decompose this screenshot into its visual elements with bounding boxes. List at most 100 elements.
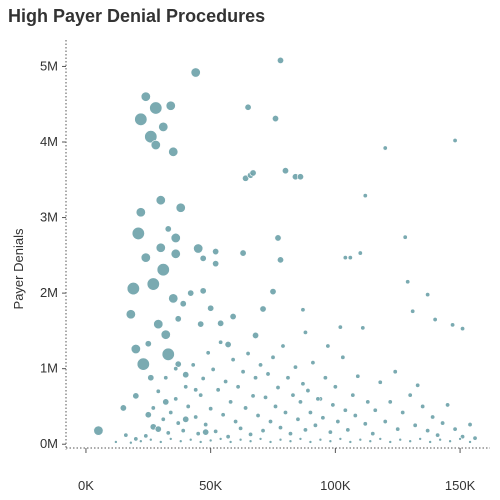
scatter-point <box>182 415 190 423</box>
scatter-point <box>158 440 163 444</box>
scatter-point <box>133 436 139 442</box>
scatter-point <box>215 387 221 393</box>
scatter-point <box>160 416 166 422</box>
scatter-point <box>337 324 343 330</box>
scatter-point <box>218 339 224 345</box>
scatter-point <box>285 375 291 381</box>
scatter-point <box>372 407 378 413</box>
scatter-point <box>440 420 446 426</box>
scatter-point <box>143 433 149 439</box>
scatter-point <box>238 437 243 442</box>
scatter-point <box>265 371 271 377</box>
scatter-point <box>259 305 267 313</box>
scatter-point <box>114 440 118 444</box>
scatter-point <box>223 379 229 385</box>
scatter-point <box>408 439 412 444</box>
scatter-point <box>335 419 341 425</box>
scatter-point <box>193 243 204 254</box>
scatter-point <box>126 282 140 296</box>
y-tick-label: 2M <box>40 285 58 300</box>
scatter-point <box>213 428 219 434</box>
scatter-point <box>125 309 136 320</box>
scatter-point <box>382 419 388 425</box>
scatter-point <box>178 439 183 444</box>
scatter-point <box>165 100 176 111</box>
scatter-point <box>93 425 104 436</box>
scatter-point <box>207 304 215 312</box>
y-tick-label: 0M <box>40 436 58 451</box>
x-tick-label: 150K <box>445 478 476 493</box>
scatter-point <box>205 350 211 356</box>
scatter-point <box>387 399 393 405</box>
scatter-point <box>278 437 283 442</box>
scatter-point <box>144 411 152 419</box>
scatter-point <box>165 430 171 436</box>
scatter-point <box>263 394 269 400</box>
scatter-point <box>272 115 280 123</box>
data-points <box>93 56 478 445</box>
y-tick-label: 3M <box>40 210 58 225</box>
scatter-point <box>368 439 373 444</box>
scatter-point <box>140 91 151 102</box>
scatter-point <box>123 432 129 438</box>
scatter-point <box>325 343 331 349</box>
scatter-point <box>134 112 148 126</box>
scatter-point <box>342 407 348 413</box>
scatter-point <box>460 434 466 440</box>
scatter-point <box>472 435 478 441</box>
scatter-point <box>161 347 175 361</box>
scatter-point <box>119 404 127 412</box>
scatter-point <box>130 344 141 355</box>
scatter-point <box>377 379 383 385</box>
scatter-point <box>175 202 186 213</box>
scatter-point <box>395 426 401 432</box>
scatter-point <box>425 428 431 434</box>
scatter-point <box>297 399 303 405</box>
scatter-point <box>173 366 179 372</box>
scatter-point <box>250 393 256 399</box>
scatter-point <box>282 409 288 415</box>
scatter-point <box>170 248 181 259</box>
scatter-point <box>425 292 431 298</box>
scatter-point <box>305 388 311 394</box>
scatter-point <box>136 357 150 371</box>
scatter-point <box>276 56 284 64</box>
scatter-point <box>183 384 189 390</box>
scatter-point <box>268 419 274 425</box>
scatter-point <box>170 232 181 243</box>
scatter-point <box>153 319 164 330</box>
scatter-point <box>400 409 406 415</box>
scatter-point <box>193 414 199 420</box>
scatter-point <box>197 320 205 328</box>
scatter-point <box>418 437 422 441</box>
scatter-point <box>217 319 225 327</box>
scatter-point <box>210 366 216 372</box>
scatter-point <box>185 403 191 409</box>
scatter-point <box>135 207 146 218</box>
scatter-point <box>154 425 162 433</box>
scatter-point <box>140 252 151 263</box>
axis-labels: 0M 1M 2M 3M 4M 5M 0K 50K 100K 150K Payer Denials <box>11 58 476 493</box>
scatter-point <box>435 432 441 438</box>
x-tick-label: 100K <box>320 478 351 493</box>
scatter-point <box>332 384 338 390</box>
scatter-point <box>258 362 264 368</box>
scatter-point <box>277 425 283 431</box>
scatter-point <box>452 426 458 432</box>
scatter-point <box>129 440 133 445</box>
scatter-point <box>392 369 398 375</box>
scatter-point <box>260 428 266 434</box>
scatter-point <box>308 440 313 444</box>
scatter-point <box>412 422 418 428</box>
scatter-point <box>168 146 179 157</box>
scatter-point <box>360 325 366 331</box>
scatter-point <box>402 234 408 240</box>
scatter-point <box>362 193 368 199</box>
scatter-point <box>370 431 376 437</box>
scatter-point <box>243 405 249 411</box>
scatter-point <box>212 260 220 268</box>
scatter-point <box>258 437 263 441</box>
scatter-point <box>347 255 353 261</box>
scatter-point <box>155 388 161 394</box>
scatter-point <box>199 254 207 262</box>
